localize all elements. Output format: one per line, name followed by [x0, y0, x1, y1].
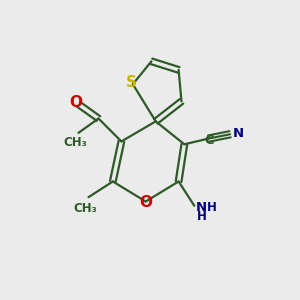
Text: C: C [205, 134, 214, 147]
Text: H: H [196, 210, 206, 223]
Text: H: H [207, 201, 217, 214]
Text: O: O [139, 195, 152, 210]
Text: N: N [232, 127, 244, 140]
Text: CH₃: CH₃ [73, 202, 97, 214]
Text: N: N [196, 201, 207, 214]
Text: CH₃: CH₃ [63, 136, 87, 149]
Text: O: O [69, 95, 82, 110]
Text: S: S [126, 75, 137, 90]
